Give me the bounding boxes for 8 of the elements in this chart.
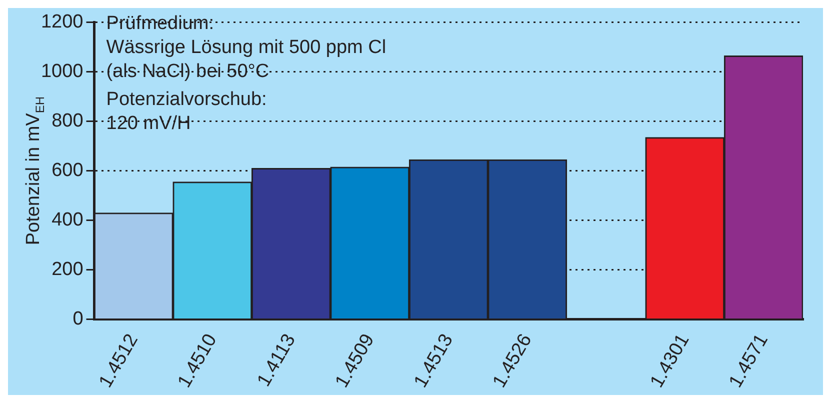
- y-tick-label: 200: [52, 259, 84, 280]
- y-tick-label: 400: [52, 210, 84, 231]
- y-tick-label: 1200: [40, 12, 84, 33]
- y-tick-label: 800: [52, 110, 84, 132]
- y-axis-title: Potenzial in mVEH: [23, 96, 47, 246]
- y-tick-label: 1000: [40, 61, 84, 82]
- y-tick-label: 600: [52, 160, 84, 182]
- y-tick-label: 0: [72, 308, 84, 330]
